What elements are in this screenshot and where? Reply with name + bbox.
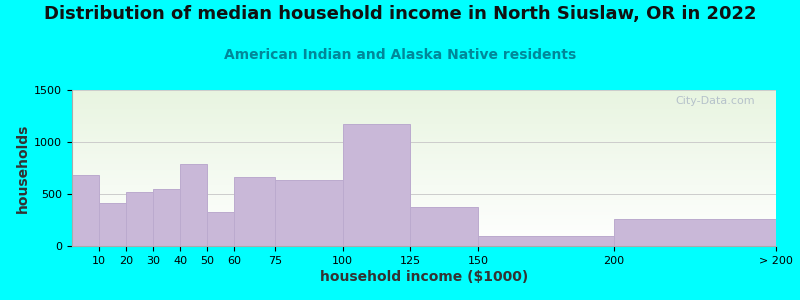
Text: Distribution of median household income in North Siuslaw, OR in 2022: Distribution of median household income … [44, 4, 756, 22]
Text: City-Data.com: City-Data.com [675, 96, 755, 106]
Bar [99, 203, 126, 246]
Bar [180, 164, 207, 246]
Bar [614, 220, 776, 246]
Text: American Indian and Alaska Native residents: American Indian and Alaska Native reside… [224, 48, 576, 62]
Bar [275, 180, 342, 246]
Bar [72, 175, 99, 246]
Bar [410, 207, 478, 246]
Bar [207, 212, 234, 246]
Bar [154, 189, 180, 246]
Bar [478, 236, 614, 246]
X-axis label: household income ($1000): household income ($1000) [320, 270, 528, 284]
Y-axis label: households: households [16, 123, 30, 213]
Bar [342, 124, 410, 246]
Bar [126, 192, 154, 246]
Bar [234, 177, 275, 246]
